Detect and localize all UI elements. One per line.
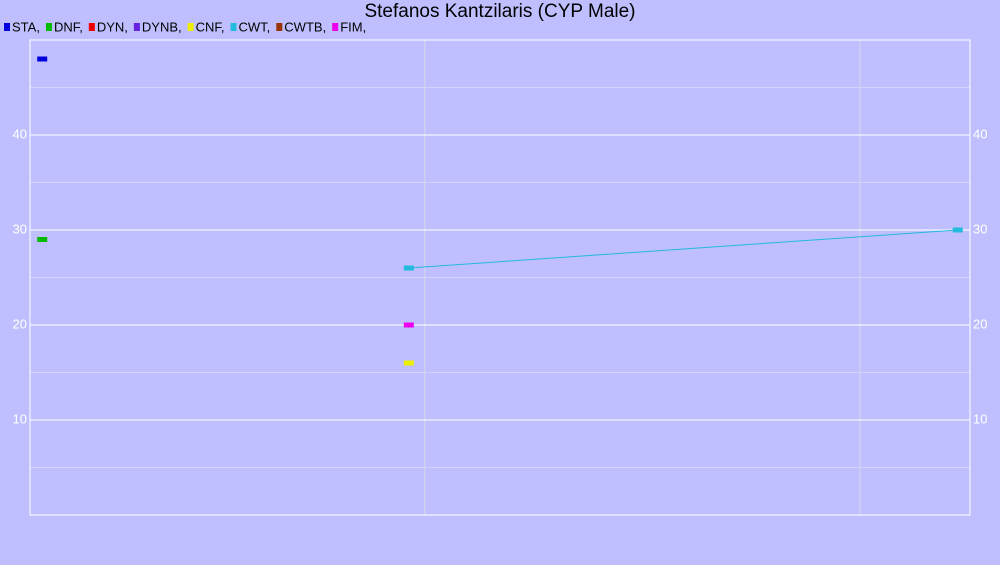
legend-label: CWTB, [284, 19, 326, 34]
data-point [952, 227, 963, 233]
series-line [408, 229, 958, 269]
data-point [403, 265, 414, 271]
legend-label: FIM, [340, 19, 366, 34]
legend-label: DYNB, [142, 19, 182, 34]
y-tick-label: 10 [13, 411, 27, 426]
y2-tick-label: 40 [973, 126, 987, 141]
data-point [403, 360, 414, 366]
legend-swatch [187, 23, 194, 31]
y-tick-label: 40 [13, 126, 27, 141]
data-point [37, 56, 48, 62]
y-tick-label: 20 [13, 316, 27, 331]
legend-swatch [133, 23, 140, 31]
y2-tick-label: 30 [973, 221, 987, 236]
data-point [403, 322, 414, 328]
y2-tick-label: 20 [973, 316, 987, 331]
y-tick-label: 30 [13, 221, 27, 236]
legend-swatch [276, 23, 283, 31]
data-point [37, 237, 48, 242]
legend-label: DNF, [54, 19, 83, 34]
legend-swatch [88, 23, 95, 31]
legend-label: DYN, [97, 19, 128, 34]
legend-label: CNF, [196, 19, 225, 34]
legend-swatch [45, 23, 52, 31]
chart-title: Stefanos Kantzilaris (CYP Male) [364, 1, 635, 22]
legend-label: CWT, [239, 19, 271, 34]
legend-label: STA, [12, 19, 40, 34]
y2-tick-label: 10 [973, 411, 987, 426]
legend-swatch [4, 23, 10, 31]
legend-swatch [230, 23, 237, 31]
plot-border [29, 39, 971, 516]
legend-swatch [332, 23, 339, 31]
